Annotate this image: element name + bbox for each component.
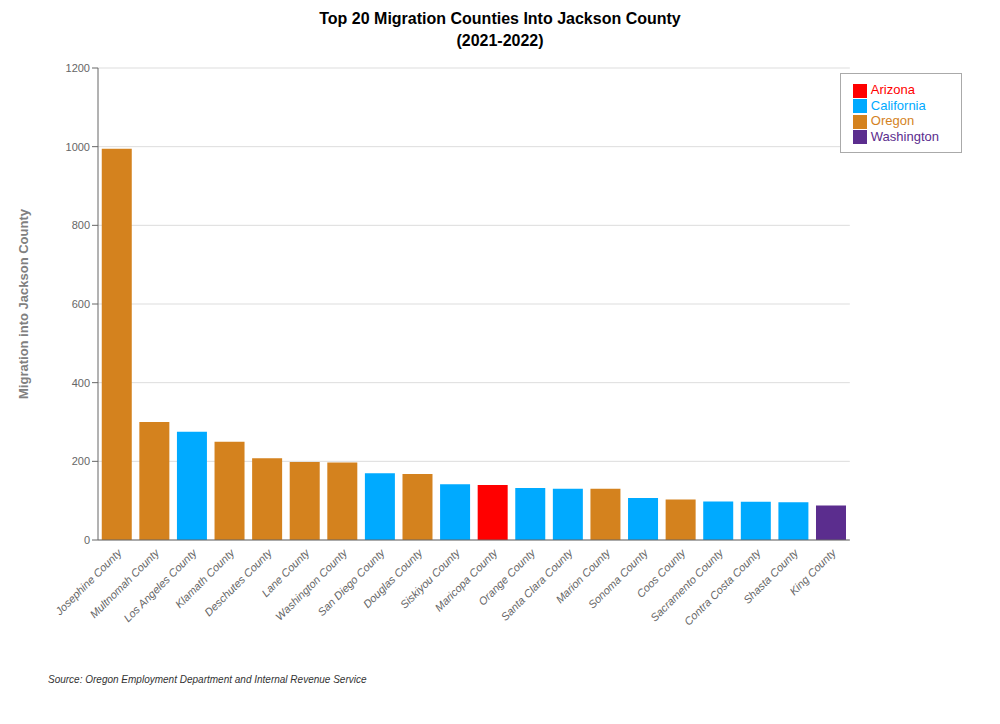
- svg-text:King County: King County: [787, 545, 839, 597]
- svg-text:Multnomah County: Multnomah County: [88, 545, 163, 620]
- svg-text:Sonoma County: Sonoma County: [586, 545, 651, 610]
- html-text:Arizona: Arizona: [870, 82, 915, 97]
- svg-text:1000: 1000: [66, 141, 90, 153]
- svg-text:400: 400: [72, 377, 90, 389]
- svg-text:San Diego County: San Diego County: [315, 545, 388, 618]
- svg-text:Josephine County: Josephine County: [52, 545, 125, 618]
- svg-text:200: 200: [72, 455, 90, 467]
- svg-text:800: 800: [72, 219, 90, 231]
- svg-text:0: 0: [84, 534, 90, 546]
- svg-text:Maricopa County: Maricopa County: [432, 545, 500, 613]
- svg-text:Washington County: Washington County: [273, 545, 350, 622]
- svg-text:Marion County: Marion County: [553, 546, 613, 606]
- svg-text:Douglas County: Douglas County: [360, 546, 425, 611]
- svg-text:Coos County: Coos County: [634, 546, 688, 600]
- svg-text:Deschutes County: Deschutes County: [202, 545, 275, 618]
- svg-text:Klamath County: Klamath County: [172, 546, 237, 611]
- svg-text:Migration into Jackson County: Migration into Jackson County: [16, 208, 31, 399]
- html-text:California: California: [870, 97, 926, 113]
- svg-text:Siskiyou County: Siskiyou County: [397, 546, 463, 611]
- svg-text:Santa Clara County: Santa Clara County: [498, 545, 575, 622]
- svg-text:Lane County: Lane County: [259, 546, 312, 600]
- html-text:Source: Oregon Employment Depa: Source: Oregon Employment Department and…: [48, 674, 367, 685]
- html-text:Washington: Washington: [870, 128, 939, 144]
- html-text:Oregon: Oregon: [870, 113, 915, 129]
- svg-text:Contra Costa County: Contra Costa County: [681, 546, 763, 628]
- svg-text:Shasta County: Shasta County: [741, 545, 802, 606]
- html-text:Top 20 Migration Counties Into: Top 20 Migration Counties Into Jackson C…: [319, 10, 681, 27]
- svg-text:Sacramento County: Sacramento County: [648, 545, 726, 623]
- svg-text:600: 600: [72, 298, 90, 310]
- svg-text:1200: 1200: [66, 62, 90, 74]
- svg-text:Los Angeles County: Los Angeles County: [121, 545, 200, 624]
- html-text:(2021-2022): (2021-2022): [456, 32, 544, 49]
- svg-text:Orange County: Orange County: [476, 546, 538, 608]
